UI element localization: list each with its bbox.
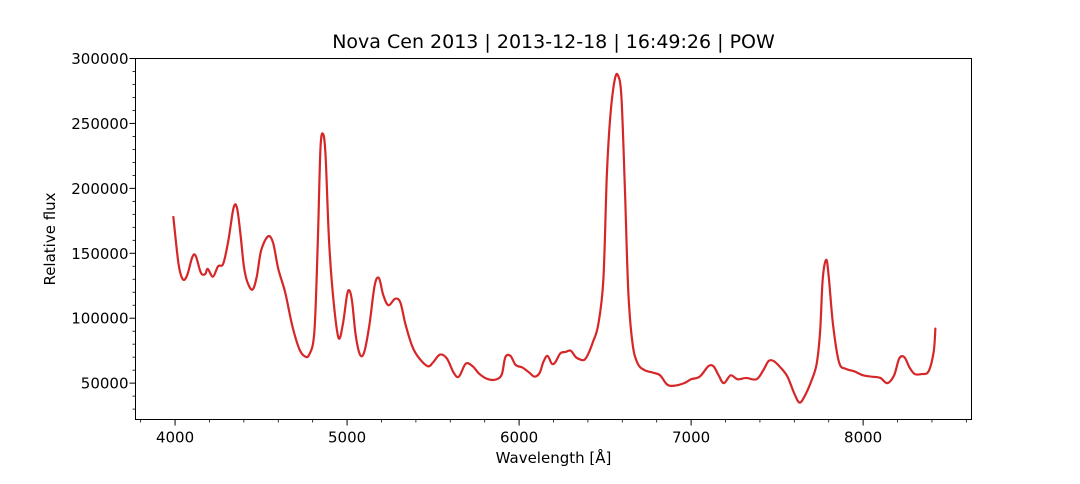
y-tick-label: 100000 (71, 310, 128, 328)
chart-title: Nova Cen 2013 | 2013-12-18 | 16:49:26 | … (332, 31, 775, 53)
spectrum-line (172, 72, 937, 404)
x-tick-label: 6000 (500, 429, 538, 447)
x-tick-label: 8000 (844, 429, 882, 447)
y-axis-label: Relative flux (41, 192, 59, 285)
x-tick-label: 5000 (328, 429, 366, 447)
y-tick-label: 50000 (81, 375, 129, 393)
y-tick-label: 150000 (71, 245, 128, 263)
y-tick-label: 300000 (71, 50, 128, 68)
plot-frame (135, 58, 972, 420)
y-tick-label: 250000 (71, 115, 128, 133)
x-axis-label: Wavelength [Å] (496, 448, 612, 467)
axis-ticks: 4000 5000 6000 7000 8000 50000 100000 150000 200… (71, 50, 967, 447)
x-tick-label: 4000 (156, 429, 194, 447)
x-tick-label: 7000 (672, 429, 710, 447)
y-tick-label: 200000 (71, 180, 128, 198)
